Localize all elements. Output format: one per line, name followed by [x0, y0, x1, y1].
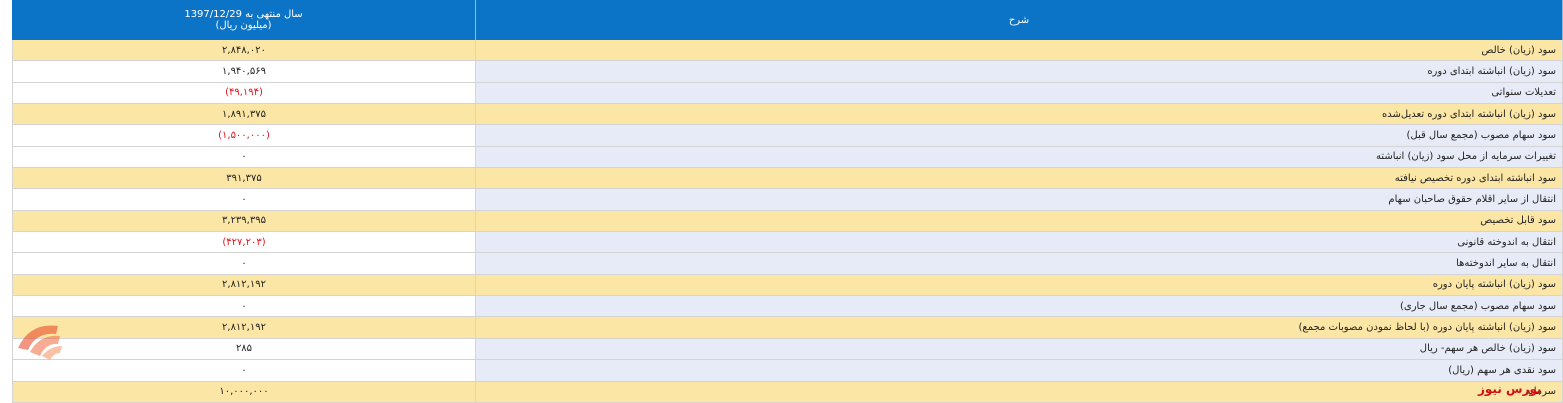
value-cell: ۲۸۵ [12, 338, 476, 361]
value-text: ۲,۸۱۲,۱۹۲ [222, 322, 266, 334]
value-cell: ۱,۸۹۱,۳۷۵ [12, 104, 476, 126]
description-cell: تغییرات سرمایه از محل سود (زیان) انباشته [476, 146, 1563, 169]
description-cell: تعدیلات سنواتی [476, 82, 1563, 105]
description-text: انتقال به اندوخته قانونی [1457, 236, 1556, 248]
value-text: ۰ [241, 258, 247, 270]
table-row: ۰ انتقال از سایر اقلام حقوق صاحبان سهام [12, 189, 1563, 211]
table-row: (۴۹,۱۹۴) تعدیلات سنواتی [12, 82, 1563, 105]
value-text: ۳۹۱,۳۷۵ [226, 172, 262, 184]
description-text: تغییرات سرمایه از محل سود (زیان) انباشته [1375, 151, 1556, 163]
period-label: سال منتهی به 1397/12/29 [184, 9, 303, 20]
description-text: سود (زیان) انباشته پایان دوره (با لحاظ ن… [1298, 322, 1556, 334]
description-text: سود (زیان) خالص [1481, 44, 1556, 56]
table-row: ۱,۸۹۱,۳۷۵ سود (زیان) انباشته ابتدای دوره … [12, 104, 1563, 126]
table-row: ۱۰,۰۰۰,۰۰۰ سرمایه [12, 381, 1563, 403]
table-row: ۲,۸۱۲,۱۹۲ سود (زیان) انباشته پایان دوره (… [12, 317, 1563, 339]
value-cell: ۱,۹۴۰,۵۶۹ [12, 61, 476, 83]
value-text: ۱,۹۴۰,۵۶۹ [222, 66, 266, 78]
description-text: تعدیلات سنواتی [1491, 87, 1556, 99]
description-text: سود قابل تخصیص [1480, 215, 1556, 227]
description-cell: انتقال از سایر اقلام حقوق صاحبان سهام [476, 189, 1563, 211]
value-text: ۳,۲۳۹,۳۹۵ [222, 215, 266, 227]
description-cell: سود انباشته ابتدای دوره تخصیص نیافته [476, 168, 1563, 190]
table-row: ۰ انتقال به سایر اندوخته‌ها [12, 253, 1563, 275]
value-cell: ۲,۸۱۲,۱۹۲ [12, 317, 476, 339]
description-cell: سود (زیان) انباشته پایان دوره (با لحاظ ن… [476, 317, 1563, 339]
description-cell: سود (زیان) انباشته پایان دوره [476, 274, 1563, 297]
description-cell: سود قابل تخصیص [476, 210, 1563, 233]
description-cell: انتقال به سایر اندوخته‌ها [476, 253, 1563, 275]
logo [18, 325, 62, 360]
value-cell: (۱,۵۰۰,۰۰۰) [12, 125, 476, 147]
description-text: سود (زیان) انباشته پایان دوره [1432, 279, 1556, 291]
table-row: ۲۸۵ سود (زیان) خالص هر سهم- ریال [12, 338, 1563, 361]
description-text: سود (زیان) انباشته ابتدای دوره [1427, 66, 1556, 78]
description-text: سود انباشته ابتدای دوره تخصیص نیافته [1394, 172, 1556, 184]
description-text: سود (زیان) خالص هر سهم- ریال [1419, 343, 1556, 355]
value-text: ۰ [241, 194, 247, 206]
value-text: ۲,۸۱۲,۱۹۲ [222, 279, 266, 291]
table-row: ۱,۹۴۰,۵۶۹ سود (زیان) انباشته ابتدای دوره [12, 61, 1563, 83]
value-text: (۱,۵۰۰,۰۰۰) [218, 130, 270, 142]
description-text: سود نقدی هر سهم (ریال) [1448, 364, 1556, 376]
value-text: ۲,۸۴۸,۰۲۰ [222, 44, 266, 56]
watermark: بورس نیوز [1478, 382, 1542, 396]
value-text: ۱۰,۰۰۰,۰۰۰ [219, 386, 269, 398]
value-text: ۱,۸۹۱,۳۷۵ [222, 108, 266, 120]
description-header: شرح [476, 0, 1563, 40]
description-cell: سود سهام مصوب (مجمع سال جاری) [476, 296, 1563, 318]
description-text: انتقال از سایر اقلام حقوق صاحبان سهام [1388, 194, 1556, 206]
table-row: ۳۹۱,۳۷۵ سود انباشته ابتدای دوره تخصیص نیا… [12, 168, 1563, 190]
value-cell: (۴۲۷,۲۰۳) [12, 232, 476, 254]
value-cell: ۳,۲۳۹,۳۹۵ [12, 210, 476, 233]
value-cell: ۰ [12, 296, 476, 318]
value-cell: ۲,۸۱۲,۱۹۲ [12, 274, 476, 297]
table-header: سال منتهی به 1397/12/29 (میلیون ریال) شر… [12, 0, 1563, 40]
description-cell: انتقال به اندوخته قانونی [476, 232, 1563, 254]
value-text: ۰ [241, 300, 247, 312]
table-row: ۳,۲۳۹,۳۹۵ سود قابل تخصیص [12, 210, 1563, 233]
table-row: ۰ سود سهام مصوب (مجمع سال جاری) [12, 296, 1563, 318]
description-text: سود (زیان) انباشته ابتدای دوره تعدیل‌شده [1382, 108, 1556, 120]
value-cell: ۲,۸۴۸,۰۲۰ [12, 40, 476, 62]
description-cell: سرمایه [476, 381, 1563, 403]
value-header: سال منتهی به 1397/12/29 (میلیون ریال) [12, 0, 476, 40]
value-cell: ۰ [12, 253, 476, 275]
table: سال منتهی به 1397/12/29 (میلیون ریال) شر… [12, 0, 1563, 403]
value-cell: ۰ [12, 146, 476, 169]
description-label: شرح [1008, 14, 1030, 26]
description-text: سود سهام مصوب (مجمع سال جاری) [1399, 300, 1556, 312]
description-text: سود سهام مصوب (مجمع سال قبل) [1406, 130, 1556, 142]
value-cell: ۳۹۱,۳۷۵ [12, 168, 476, 190]
table-row: (۱,۵۰۰,۰۰۰) سود سهام مصوب (مجمع سال قبل) [12, 125, 1563, 147]
value-text: ۲۸۵ [235, 343, 253, 355]
value-text: ۰ [241, 364, 247, 376]
value-cell: ۰ [12, 360, 476, 382]
table-row: ۰ تغییرات سرمایه از محل سود (زیان) انباشت… [12, 146, 1563, 169]
value-text: (۴۹,۱۹۴) [225, 87, 263, 99]
table-row: ۲,۸۴۸,۰۲۰ سود (زیان) خالص [12, 40, 1563, 62]
description-cell: سود نقدی هر سهم (ریال) [476, 360, 1563, 382]
description-cell: سود (زیان) خالص [476, 40, 1563, 62]
value-text: (۴۲۷,۲۰۳) [222, 236, 266, 248]
value-cell: ۰ [12, 189, 476, 211]
table-row: ۰ سود نقدی هر سهم (ریال) [12, 360, 1563, 382]
table-row: ۲,۸۱۲,۱۹۲ سود (زیان) انباشته پایان دوره [12, 274, 1563, 297]
description-cell: سود (زیان) انباشته ابتدای دوره [476, 61, 1563, 83]
value-cell: ۱۰,۰۰۰,۰۰۰ [12, 381, 476, 403]
description-text: انتقال به سایر اندوخته‌ها [1456, 258, 1556, 270]
unit-label: (میلیون ریال) [215, 20, 272, 31]
value-cell: (۴۹,۱۹۴) [12, 82, 476, 105]
description-cell: سود (زیان) خالص هر سهم- ریال [476, 338, 1563, 361]
value-text: ۰ [241, 151, 247, 163]
description-cell: سود (زیان) انباشته ابتدای دوره تعدیل‌شده [476, 104, 1563, 126]
description-text: سرمایه [1525, 386, 1556, 398]
table-row: (۴۲۷,۲۰۳) انتقال به اندوخته قانونی [12, 232, 1563, 254]
description-cell: سود سهام مصوب (مجمع سال قبل) [476, 125, 1563, 147]
table-body: ۲,۸۴۸,۰۲۰ سود (زیان) خالص ۱,۹۴۰,۵۶۹ سود (زی… [12, 40, 1563, 403]
